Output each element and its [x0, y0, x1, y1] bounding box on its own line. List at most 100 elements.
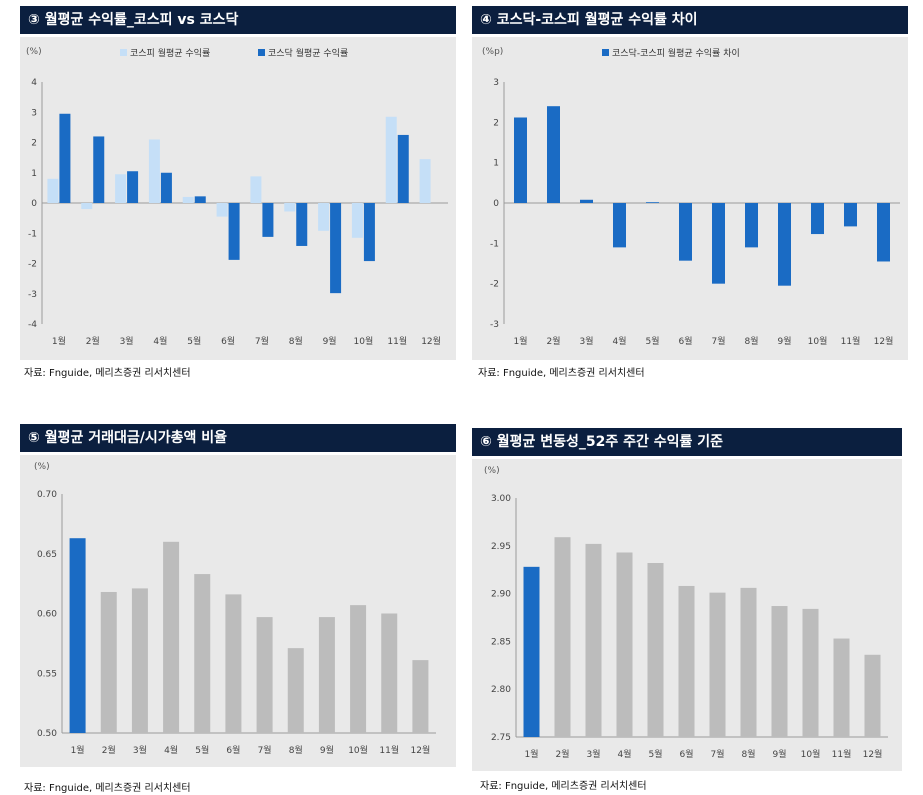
bar-kospi [284, 203, 296, 212]
x-tick-label: 4월 [617, 748, 631, 760]
bar-kospi [148, 139, 160, 203]
y-tick-label: -2 [490, 280, 499, 290]
bar [350, 605, 367, 733]
bar-kosdaq [745, 203, 758, 248]
y-tick-label: 1 [493, 159, 499, 169]
bar-kosdaq [811, 203, 824, 235]
bar-kospi [351, 203, 363, 238]
bar-kosdaq [363, 203, 375, 262]
x-tick-label: 6월 [678, 335, 692, 347]
y-tick-label: -1 [28, 229, 37, 239]
y-tick-label: 2.90 [491, 590, 511, 600]
y-tick-label: 2.75 [491, 733, 511, 743]
bar-kosdaq [613, 203, 626, 248]
bar-kosdaq [330, 203, 342, 294]
x-tick-label: 9월 [320, 744, 334, 756]
bar [163, 541, 180, 733]
x-tick-label: 3월 [579, 335, 593, 347]
y-tick-label: 0.55 [37, 669, 57, 679]
bar-kosdaq [194, 196, 206, 203]
x-tick-label: 11월 [832, 748, 852, 760]
y-tick-label: 2.85 [491, 637, 511, 647]
x-tick-label: 2월 [555, 748, 569, 760]
x-tick-label: 12월 [421, 335, 441, 347]
bar-kosdaq [844, 203, 857, 227]
x-tick-label: 2월 [102, 744, 116, 756]
bar [287, 648, 304, 733]
legend-swatch [602, 49, 609, 56]
x-tick-label: 11월 [387, 335, 407, 347]
bar-kosdaq [514, 117, 527, 203]
x-tick-label: 10월 [348, 744, 368, 756]
bar-kosdaq [160, 172, 172, 203]
x-tick-label: 5월 [187, 335, 201, 347]
bar [381, 613, 398, 733]
bar-kospi [419, 159, 431, 203]
bar [833, 638, 850, 737]
y-tick-label: 2.95 [491, 542, 511, 552]
x-tick-label: 7월 [710, 748, 724, 760]
y-tick-label: 3.00 [491, 494, 511, 504]
bar [864, 654, 881, 737]
x-tick-label: 9월 [323, 335, 337, 347]
bar-kospi [385, 116, 397, 203]
legend-label: 코스닥-코스피 월평균 수익률 차이 [612, 47, 740, 59]
y-tick-label: 4 [31, 78, 37, 88]
unit-label: (%) [484, 466, 500, 476]
chart-2-svg: (%p) 3 2 1 0 -1 -2 -3 1월 2월 3월 4월 5월 6월 7월 8월 9월 10월 11월 12… [482, 47, 900, 347]
bar-kosdaq [127, 171, 139, 203]
y-tick-label: 0.70 [37, 490, 57, 500]
unit-label: (%p) [482, 47, 503, 57]
plot-area-3: (%) 0.70 0.65 0.60 0.55 0.50 1월 2월 3월 4월 5월 6월 7월 8월 9… [20, 455, 456, 767]
chart-title-2: ④ 코스닥-코스피 월평균 수익률 차이 [472, 6, 908, 34]
plot-area-1: (%) 4 3 2 1 0 -1 -2 -3 -4 1월 2월 3월 4월 5월 6월 7월 8월 9월 10월 11월… [20, 37, 456, 360]
bar-kospi [250, 176, 262, 203]
unit-label: (%) [26, 47, 42, 57]
y-tick-label: 0.60 [37, 610, 57, 620]
y-tick-label: 3 [31, 108, 37, 118]
x-tick-label: 3월 [586, 748, 600, 760]
chart-1-svg: (%) 4 3 2 1 0 -1 -2 -3 -4 1월 2월 3월 4월 5월 6월 7월 8월 9월 10월 11월… [26, 47, 448, 347]
x-tick-label: 1월 [524, 748, 538, 760]
x-tick-label: 3월 [120, 335, 134, 347]
unit-label: (%) [34, 462, 50, 472]
x-tick-label: 7월 [255, 335, 269, 347]
y-tick-label: -1 [490, 239, 499, 249]
x-tick-label: 5월 [195, 744, 209, 756]
bar [740, 587, 757, 737]
x-tick-label: 12월 [863, 748, 883, 760]
bar-kosdaq [778, 203, 791, 286]
bar [523, 566, 540, 737]
bar-kosdaq [228, 203, 240, 260]
bar [69, 538, 86, 733]
plot-area-4: (%) 3.00 2.95 2.90 2.85 2.80 2.75 1월 2월 3월 4월 5월 6월 7… [472, 459, 902, 771]
bar-kosdaq [59, 113, 71, 203]
bar-kosdaq [93, 136, 105, 203]
x-tick-label: 9월 [777, 335, 791, 347]
bar-kosdaq [580, 199, 593, 203]
bar-kospi [182, 196, 194, 203]
legend-label: 코스닥 월평균 수익률 [268, 47, 348, 59]
y-tick-label: 0 [493, 199, 499, 209]
x-tick-label: 4월 [153, 335, 167, 347]
x-tick-label: 8월 [744, 335, 758, 347]
y-tick-label: -2 [28, 260, 37, 270]
bar [802, 608, 819, 737]
x-tick-label: 12월 [411, 744, 431, 756]
y-tick-label: 2 [493, 118, 499, 128]
bar [256, 617, 273, 733]
x-tick-label: 7월 [258, 744, 272, 756]
y-tick-label: -3 [28, 290, 37, 300]
x-tick-label: 1월 [513, 335, 527, 347]
x-tick-label: 4월 [612, 335, 626, 347]
x-tick-label: 8월 [289, 744, 303, 756]
bar-kosdaq [547, 106, 560, 203]
chart-title-1: ③ 월평균 수익률_코스피 vs 코스닥 [20, 6, 456, 34]
x-tick-label: 10월 [354, 335, 374, 347]
y-tick-label: 1 [31, 169, 37, 179]
x-tick-label: 2월 [546, 335, 560, 347]
x-tick-label: 8월 [741, 748, 755, 760]
x-tick-label: 10월 [808, 335, 828, 347]
bar [412, 660, 429, 733]
bar-kospi [318, 203, 330, 231]
